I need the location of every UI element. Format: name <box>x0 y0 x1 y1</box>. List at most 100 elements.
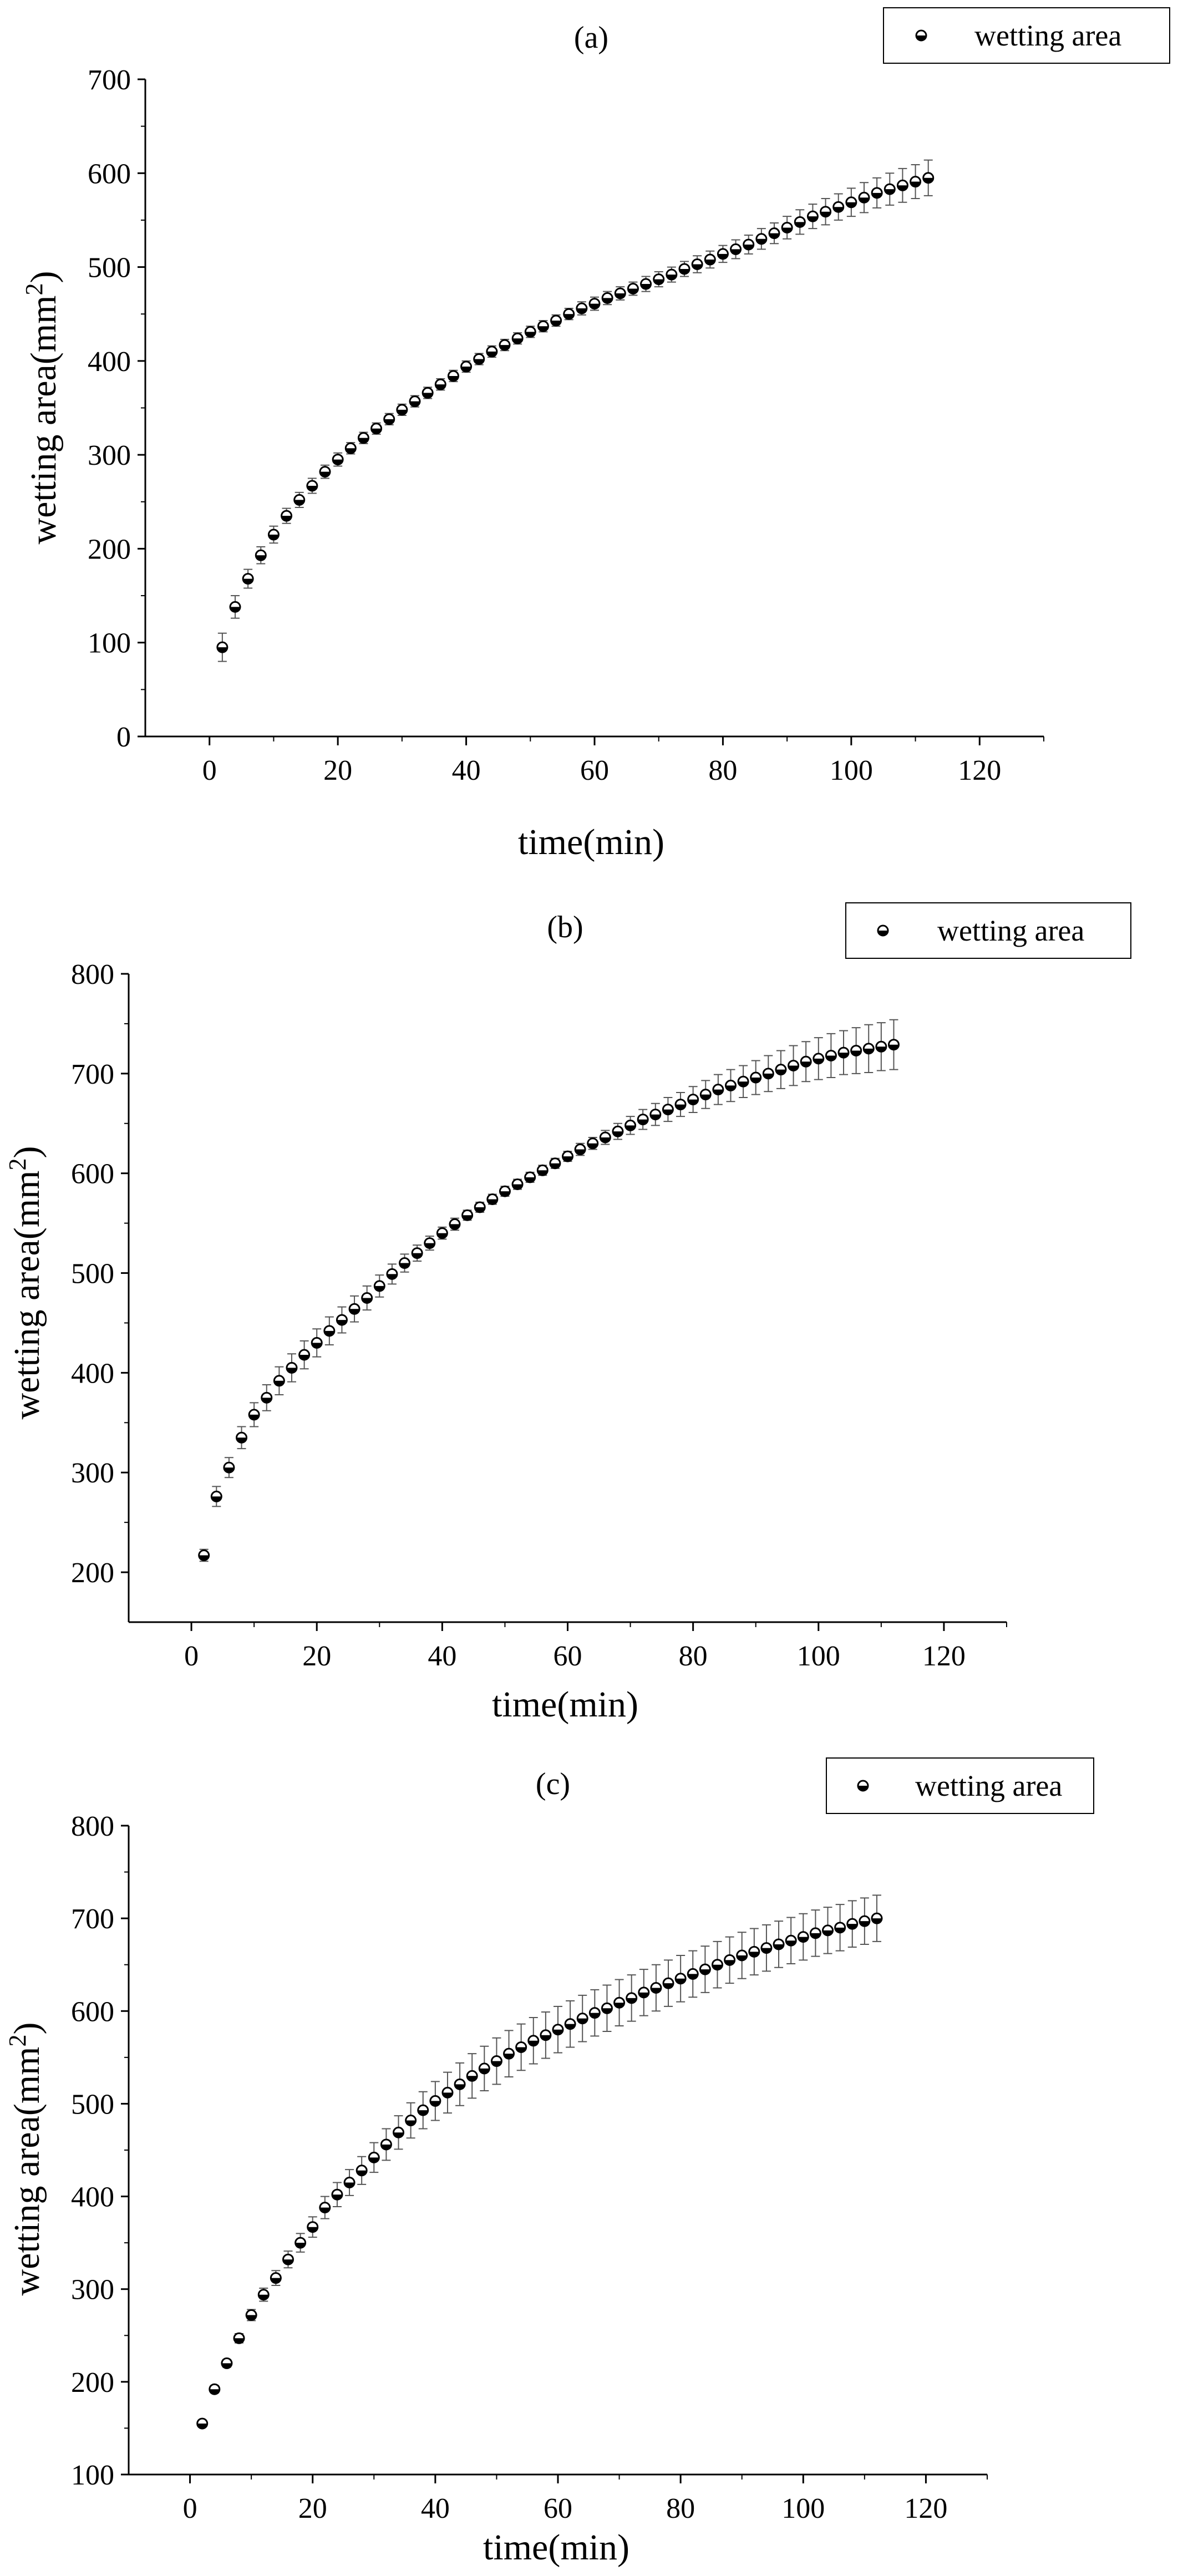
panel-a-data-point-fill <box>333 459 343 465</box>
panel-c-data-point-fill <box>307 2227 318 2232</box>
panel-a: (a) wetting area time(min) wetting area(… <box>21 7 1170 862</box>
panel-c-data-point-fill <box>614 2003 624 2008</box>
panel-c: (c) wetting area time(min) wetting area(… <box>4 1757 1094 2568</box>
panel-a-x-tick-label: 40 <box>452 755 481 786</box>
panel-a-data-point-fill <box>782 227 793 233</box>
panel-a-data-point-fill <box>872 192 882 198</box>
panel-c-y-tick-label: 200 <box>71 2367 114 2399</box>
panel-b-data-point-fill <box>399 1263 410 1268</box>
panel-c-x-tick-label: 60 <box>544 2493 572 2524</box>
panel-c-data-point-fill <box>504 2054 514 2059</box>
panel-c-title: (c) <box>536 1767 570 1801</box>
panel-b-legend-label: wetting area <box>937 914 1084 947</box>
panel-a-x-tick-label: 100 <box>830 755 873 786</box>
panel-b-data-point-fill <box>500 1191 510 1197</box>
panel-a-data-point-fill <box>846 202 856 207</box>
panel-b-data-point-fill <box>412 1253 423 1258</box>
panel-a-data-point-fill <box>808 216 818 222</box>
panel-a-title: (a) <box>574 21 608 55</box>
panel-b-data-point-fill <box>788 1065 799 1071</box>
panel-c-data-point-fill <box>491 2061 502 2066</box>
panel-a-data-point-fill <box>718 253 728 259</box>
panel-b-data-point-fill <box>750 1078 761 1083</box>
panel-a-y-axis-label: wetting area(mm2) <box>21 271 64 545</box>
panel-b-data-point-fill <box>801 1061 811 1067</box>
panel-a-data-point-fill <box>820 211 831 217</box>
panel-a-y-axis-label-close: ) <box>23 271 64 283</box>
panel-b-data-point-fill <box>424 1243 435 1248</box>
panel-c-data-point-fill <box>540 2035 551 2040</box>
panel-c-x-tick-label: 120 <box>904 2493 947 2524</box>
panel-a-x-tick-label: 120 <box>958 755 1001 786</box>
panel-c-data-point-fill <box>724 1960 735 1965</box>
panel-c-data-point-fill <box>418 2110 428 2116</box>
panel-a-data-point-fill <box>756 238 766 244</box>
panel-a-data-point-fill <box>268 535 279 540</box>
panel-c-data-point-fill <box>749 1952 759 1957</box>
panel-a-legend-box <box>883 7 1170 64</box>
panel-b: (b) wetting area time(min) wetting area(… <box>4 902 1131 1725</box>
panel-a-y-tick-label: 200 <box>88 534 131 565</box>
panel-a-data-point-fill <box>859 197 869 203</box>
panel-c-y-tick-label: 700 <box>71 1903 114 1935</box>
panel-a-data-point-fill <box>371 428 382 434</box>
panel-c-data-point-fill <box>774 1944 784 1949</box>
panel-c-x-tick-label: 80 <box>666 2493 695 2524</box>
panel-c-data-point-fill <box>516 2047 526 2052</box>
panel-b-data-point-fill <box>763 1073 774 1079</box>
panel-b-data-point-fill <box>261 1398 272 1403</box>
panel-c-data-point-fill <box>357 2170 367 2176</box>
panel-a-data-point-fill <box>666 275 677 280</box>
panel-a-x-axis-label: time(min) <box>518 822 664 862</box>
panel-b-y-tick-label: 500 <box>71 1258 114 1290</box>
panel-c-data-point-fill <box>479 2068 490 2074</box>
panel-b-data-point-fill <box>312 1343 322 1348</box>
panel-c-data-point-fill <box>209 2389 220 2395</box>
panel-b-data-point-fill <box>249 1414 260 1420</box>
panel-c-data-point-fill <box>467 2076 478 2081</box>
panel-a-data-point-fill <box>500 345 510 350</box>
panel-b-data-point-fill <box>387 1274 397 1279</box>
panel-c-data-point-fill <box>871 1918 882 1924</box>
panel-c-data-point-fill <box>283 2259 293 2265</box>
panel-c-data-point-fill <box>258 2294 269 2300</box>
panel-c-x-tick-label: 40 <box>421 2493 450 2524</box>
panel-b-data-point-fill <box>525 1177 535 1182</box>
panel-a-data-point-fill <box>243 578 253 584</box>
panel-b-legend-marker-fill <box>878 931 888 936</box>
panel-b-data-point-fill <box>299 1355 309 1360</box>
panel-a-data-point-fill <box>602 298 613 303</box>
panel-c-data-point-fill <box>798 1937 809 1942</box>
panel-b-data-point-fill <box>362 1298 372 1303</box>
panel-c-y-tick-label: 800 <box>71 1811 114 1842</box>
panel-b-data-point-fill <box>888 1044 899 1050</box>
panel-b-x-tick-label: 40 <box>428 1640 456 1672</box>
panel-c-y-tick-label: 100 <box>71 2460 114 2491</box>
panel-b-y-tick-label: 400 <box>71 1358 114 1389</box>
panel-a-data-point-fill <box>461 367 471 372</box>
panel-c-data-point-fill <box>528 2040 539 2046</box>
panel-a-data-point-fill <box>448 375 459 381</box>
panel-a-y-tick-label: 100 <box>88 628 131 659</box>
panel-b-data-point-fill <box>462 1215 473 1221</box>
panel-a-data-point-fill <box>910 181 921 187</box>
panel-c-data-point-fill <box>246 2315 257 2320</box>
panel-c-data-point-fill <box>835 1927 845 1933</box>
panel-b-y-axis-label: wetting area(mm2) <box>4 1146 47 1420</box>
panel-b-data-point-fill <box>199 1555 209 1561</box>
panel-c-data-point-fill <box>737 1955 747 1960</box>
panel-c-x-tick-label: 20 <box>298 2493 327 2524</box>
panel-a-data-point-fill <box>705 260 715 265</box>
panel-b-data-point-fill <box>337 1320 347 1325</box>
panel-b-data-point-fill <box>274 1380 285 1386</box>
panel-c-y-axis-label-superscript: 2 <box>4 2035 31 2047</box>
panel-b-y-axis-label-main: wetting area(mm <box>7 1171 47 1420</box>
panel-c-y-axis-label-main: wetting area(mm <box>7 2047 47 2296</box>
panel-a-data-point-fill <box>769 233 779 238</box>
panel-c-data-point-fill <box>688 1974 698 1979</box>
panel-c-data-point-fill <box>319 2207 330 2213</box>
panel-c-data-point-fill <box>712 1964 723 1970</box>
panel-a-data-point-fill <box>641 284 651 289</box>
panel-b-data-point-fill <box>286 1368 297 1373</box>
